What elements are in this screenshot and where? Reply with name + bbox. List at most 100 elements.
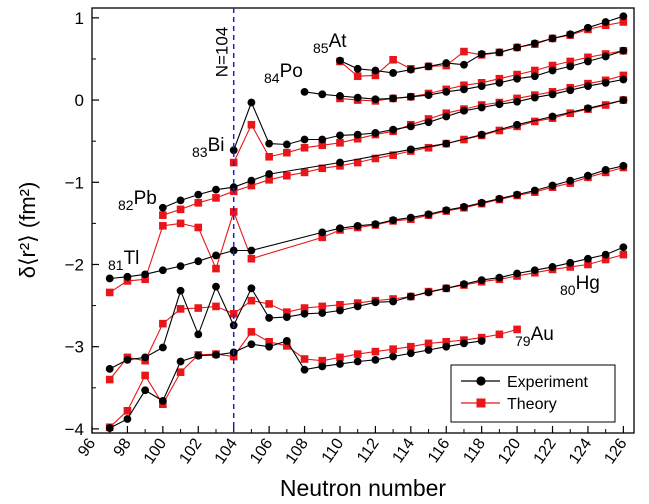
point-pb-theory xyxy=(424,143,433,152)
point-at-theory xyxy=(460,47,468,56)
point-tl-experiment xyxy=(212,251,220,260)
element-label-po-sub: 84 xyxy=(264,70,280,86)
element-label-au: 79Au xyxy=(515,324,554,349)
point-pb-theory xyxy=(318,164,327,173)
point-au-experiment xyxy=(141,386,150,395)
point-bi-experiment xyxy=(530,93,539,102)
point-pb-theory xyxy=(159,211,167,219)
point-hg-experiment xyxy=(442,284,451,293)
point-hg-theory xyxy=(318,302,327,311)
point-hg-experiment xyxy=(247,284,256,293)
point-hg-experiment xyxy=(495,273,504,282)
point-bi-experiment xyxy=(477,103,486,112)
point-bi-experiment xyxy=(442,112,451,121)
point-tl-experiment xyxy=(619,161,628,170)
point-au-theory xyxy=(141,371,149,380)
point-tl-experiment xyxy=(194,257,203,266)
series-line-at-experiment xyxy=(339,15,624,74)
point-hg-theory xyxy=(336,300,344,309)
point-at-experiment xyxy=(442,59,451,67)
point-at-experiment xyxy=(566,30,575,39)
point-at-experiment xyxy=(406,65,415,74)
x-tick-label: 120 xyxy=(495,435,524,467)
point-hg-experiment xyxy=(584,254,592,263)
point-au-experiment xyxy=(477,337,486,345)
point-au-theory xyxy=(247,328,256,336)
point-bi-experiment xyxy=(548,90,557,99)
element-label-pb: 82Pb xyxy=(118,188,157,213)
point-pb-experiment xyxy=(336,158,344,167)
point-po-experiment xyxy=(389,94,398,103)
point-pb-theory xyxy=(566,109,575,118)
element-label-po: 84Po xyxy=(264,61,303,86)
point-au-experiment xyxy=(389,352,398,361)
point-hg-theory xyxy=(194,304,203,312)
point-pb-experiment xyxy=(548,112,557,121)
y-tick-label: −3 xyxy=(65,338,84,357)
point-au-theory xyxy=(336,353,344,362)
element-label-at-sym: At xyxy=(329,31,348,52)
point-hg-experiment xyxy=(566,258,575,267)
point-bi-experiment xyxy=(336,131,344,140)
element-label-tl-sub: 81 xyxy=(108,257,124,273)
y-tick-label: 0 xyxy=(75,91,84,110)
point-au-experiment xyxy=(282,337,291,345)
point-pb-experiment xyxy=(406,145,415,154)
x-tick-label: 98 xyxy=(111,435,135,459)
point-pb-experiment xyxy=(229,183,238,192)
point-po-experiment xyxy=(530,72,539,81)
point-hg-experiment xyxy=(105,364,114,373)
point-bi-theory xyxy=(353,134,362,143)
series-tl-experiment xyxy=(105,161,628,283)
series-po-experiment xyxy=(300,46,628,104)
point-au-theory xyxy=(300,355,309,363)
point-hg-experiment xyxy=(406,292,415,301)
point-hg-experiment xyxy=(460,280,468,289)
point-au-theory xyxy=(265,337,273,346)
point-at-experiment xyxy=(460,60,468,69)
point-bi-experiment xyxy=(584,82,592,90)
x-tick-label: 108 xyxy=(283,435,312,467)
point-bi-experiment xyxy=(318,135,327,144)
point-bi-experiment xyxy=(460,106,468,115)
point-po-theory xyxy=(566,57,575,66)
point-au-experiment xyxy=(442,342,451,351)
point-pb-theory xyxy=(495,126,504,135)
legend-theory-label: Theory xyxy=(507,396,557,413)
point-pb-experiment xyxy=(247,176,256,185)
point-po-experiment xyxy=(548,66,557,75)
point-au-theory xyxy=(123,407,132,415)
point-po-experiment xyxy=(601,52,610,61)
point-bi-experiment xyxy=(601,78,610,87)
element-label-pb-sym: Pb xyxy=(134,188,157,209)
plot-area xyxy=(105,12,628,432)
point-at-experiment xyxy=(371,66,380,75)
point-au-experiment xyxy=(247,340,256,349)
y-tick-label: −2 xyxy=(65,255,84,274)
point-pb-experiment xyxy=(513,120,521,129)
point-bi-theory xyxy=(300,143,309,152)
point-tl-theory xyxy=(318,233,327,242)
point-po-experiment xyxy=(406,92,415,101)
point-bi-experiment xyxy=(495,100,504,109)
point-at-experiment xyxy=(530,39,539,48)
series-pb-theory xyxy=(159,96,628,219)
x-tick-label: 124 xyxy=(566,435,595,467)
point-at-experiment xyxy=(495,48,504,57)
point-hg-experiment xyxy=(176,286,185,295)
point-po-theory xyxy=(513,70,521,79)
point-tl-experiment xyxy=(229,246,238,255)
point-pb-experiment xyxy=(619,96,628,104)
point-au-experiment xyxy=(194,351,203,360)
point-pb-experiment xyxy=(477,130,486,139)
point-hg-experiment xyxy=(123,355,132,364)
legend-experiment-label: Experiment xyxy=(507,374,588,391)
point-tl-theory xyxy=(105,288,114,297)
series-au-experiment xyxy=(105,337,486,432)
point-tl-experiment xyxy=(247,246,256,255)
point-po-experiment xyxy=(584,57,592,66)
point-pb-experiment xyxy=(158,203,167,212)
point-pb-theory xyxy=(283,171,291,180)
point-au-experiment xyxy=(105,424,114,432)
point-po-experiment xyxy=(318,90,327,99)
